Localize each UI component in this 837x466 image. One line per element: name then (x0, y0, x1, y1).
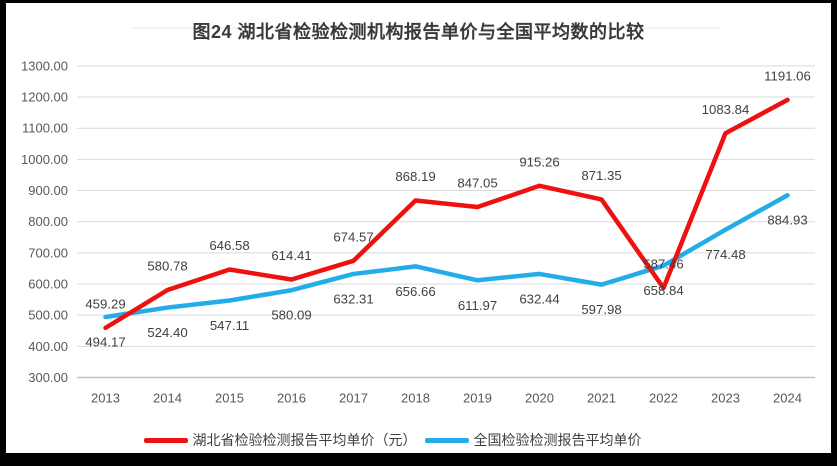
x-axis-tick-label: 2022 (649, 391, 678, 406)
data-label-hubei: 1191.06 (764, 68, 811, 83)
y-axis-tick-label: 300.00 (28, 370, 68, 385)
data-label-hubei: 580.78 (147, 259, 187, 274)
data-label-hubei: 1083.84 (702, 102, 750, 117)
x-axis-tick-label: 2014 (153, 391, 182, 406)
data-label-national: 632.31 (333, 291, 373, 306)
data-label-hubei: 868.19 (395, 169, 435, 184)
y-axis-tick-label: 1200.00 (21, 90, 68, 105)
y-axis-tick-label: 800.00 (28, 214, 68, 229)
data-label-hubei: 847.05 (457, 176, 497, 191)
x-axis-tick-label: 2018 (401, 391, 430, 406)
data-label-national: 611.97 (458, 298, 497, 313)
y-axis-tick-label: 500.00 (28, 308, 68, 323)
data-label-national: 884.93 (767, 213, 807, 228)
legend-swatch-hubei (143, 437, 188, 443)
x-axis-tick-label: 2021 (587, 391, 616, 406)
x-axis-tick-label: 2023 (711, 391, 740, 406)
x-axis-tick-label: 2013 (91, 391, 120, 406)
legend-swatch-national (424, 437, 469, 443)
y-axis-tick-label: 600.00 (28, 277, 68, 292)
line-chart-svg: 300.00 400.00 500.00 600.00 700.00 800.00 900.… (21, 27, 815, 406)
data-label-national: 597.98 (581, 302, 621, 317)
series-line-hubei (103, 97, 790, 331)
y-axis-tick-label: 1100.00 (22, 121, 68, 136)
data-label-hubei: 915.26 (519, 154, 559, 169)
data-label-hubei: 871.35 (581, 168, 621, 183)
data-label-national: 547.11 (210, 318, 249, 333)
y-axis-tick-label: 700.00 (28, 245, 68, 260)
x-axis-tick-label: 2020 (525, 391, 554, 406)
x-axis-tick-label: 2016 (277, 391, 306, 406)
data-label-national: 524.40 (147, 325, 187, 340)
data-label-national: 774.48 (705, 247, 745, 262)
legend-item-national: 全国检验检测报告平均单价 (424, 430, 642, 450)
data-label-national: 632.44 (519, 291, 559, 306)
data-label-national: 658.84 (643, 283, 683, 298)
chart-legend: 湖北省检验检测报告平均单价（元） 全国检验检测报告平均单价 (143, 430, 642, 450)
data-label-hubei: 587.46 (643, 256, 683, 271)
y-axis-tick-label: 400.00 (28, 339, 68, 354)
x-axis-tick-label: 2015 (215, 391, 244, 406)
chart-canvas: 图24 湖北省检验检测机构报告单价与全国平均数的比较 300.00 400.00 5… (6, 3, 831, 453)
data-label-hubei: 459.29 (85, 296, 125, 311)
chart-title: 图24 湖北省检验检测机构报告单价与全国平均数的比较 (192, 22, 645, 42)
data-label-national: 580.09 (271, 308, 311, 323)
y-axis-tick-label: 1300.00 (21, 58, 68, 73)
x-axis-tick-label: 2017 (339, 391, 368, 406)
y-axis-tick-label: 1000.00 (21, 152, 68, 167)
data-label-hubei: 614.41 (271, 248, 311, 263)
legend-label-hubei: 湖北省检验检测报告平均单价（元） (192, 432, 417, 448)
legend-label-national: 全国检验检测报告平均单价 (473, 432, 642, 448)
data-label-national: 494.17 (85, 334, 125, 349)
x-axis-tick-label: 2019 (463, 391, 492, 406)
data-label-hubei: 646.58 (209, 238, 249, 253)
data-label-national: 656.66 (395, 284, 435, 299)
data-label-hubei: 674.57 (333, 229, 373, 244)
legend-item-hubei: 湖北省检验检测报告平均单价（元） (143, 430, 417, 450)
y-axis-tick-label: 900.00 (28, 183, 68, 198)
x-axis-tick-label: 2024 (773, 391, 802, 406)
series-line-national (103, 192, 790, 320)
